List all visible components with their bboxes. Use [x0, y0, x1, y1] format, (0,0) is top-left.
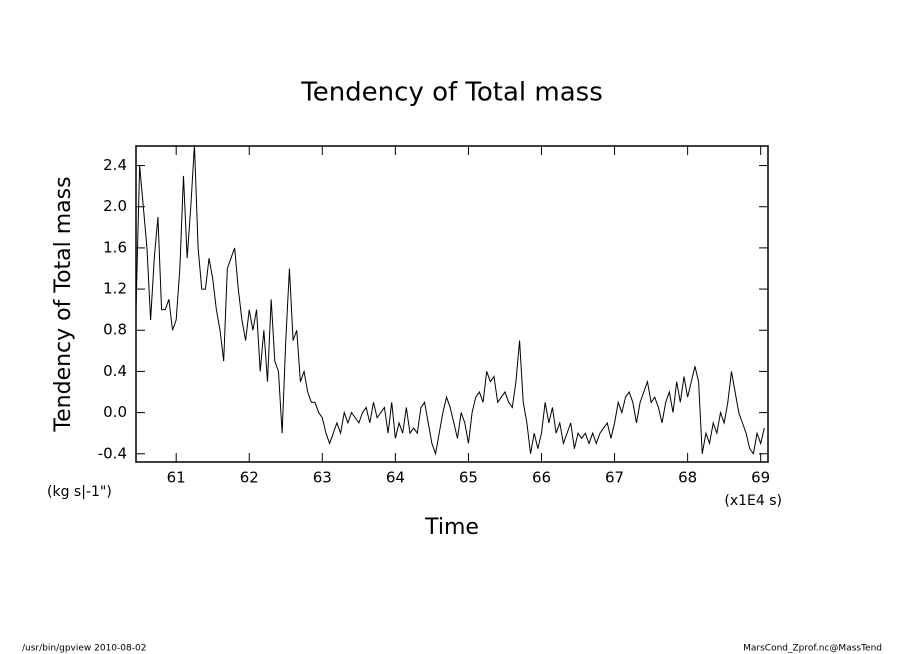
y-tick-label: 2.0: [103, 197, 127, 215]
x-tick-label: 63: [313, 469, 332, 487]
x-axis-units: (x1E4 s): [724, 493, 782, 509]
data-line: [135, 144, 765, 456]
x-tick-label: 69: [751, 469, 770, 487]
x-tick-label: 64: [386, 469, 405, 487]
chart-title: Tendency of Total mass: [300, 78, 603, 108]
x-tick-label: 62: [240, 469, 259, 487]
footer-right: MarsCond_Zprof.nc@MassTend: [743, 644, 882, 654]
x-tick-label: 61: [167, 469, 186, 487]
x-axis-label: Time: [424, 515, 479, 540]
y-tick-label: 0.8: [103, 321, 127, 339]
y-tick-label: 0.0: [103, 403, 127, 421]
y-tick-label: 1.6: [103, 238, 127, 256]
x-tick-label: 66: [532, 469, 551, 487]
y-axis-units: (kg s|-1"): [47, 484, 112, 500]
x-tick-label: 68: [678, 469, 697, 487]
y-tick-label: 0.4: [103, 362, 127, 380]
x-tick-label: 65: [459, 469, 478, 487]
y-tick-label: 1.2: [103, 280, 127, 298]
y-tick-label: -0.4: [98, 444, 127, 462]
x-tick-label: 67: [605, 469, 624, 487]
footer-left: /usr/bin/gpview 2010-08-02: [22, 644, 146, 654]
y-tick-label: 2.4: [103, 156, 127, 174]
y-axis-label: Tendency of Total mass: [51, 176, 76, 432]
